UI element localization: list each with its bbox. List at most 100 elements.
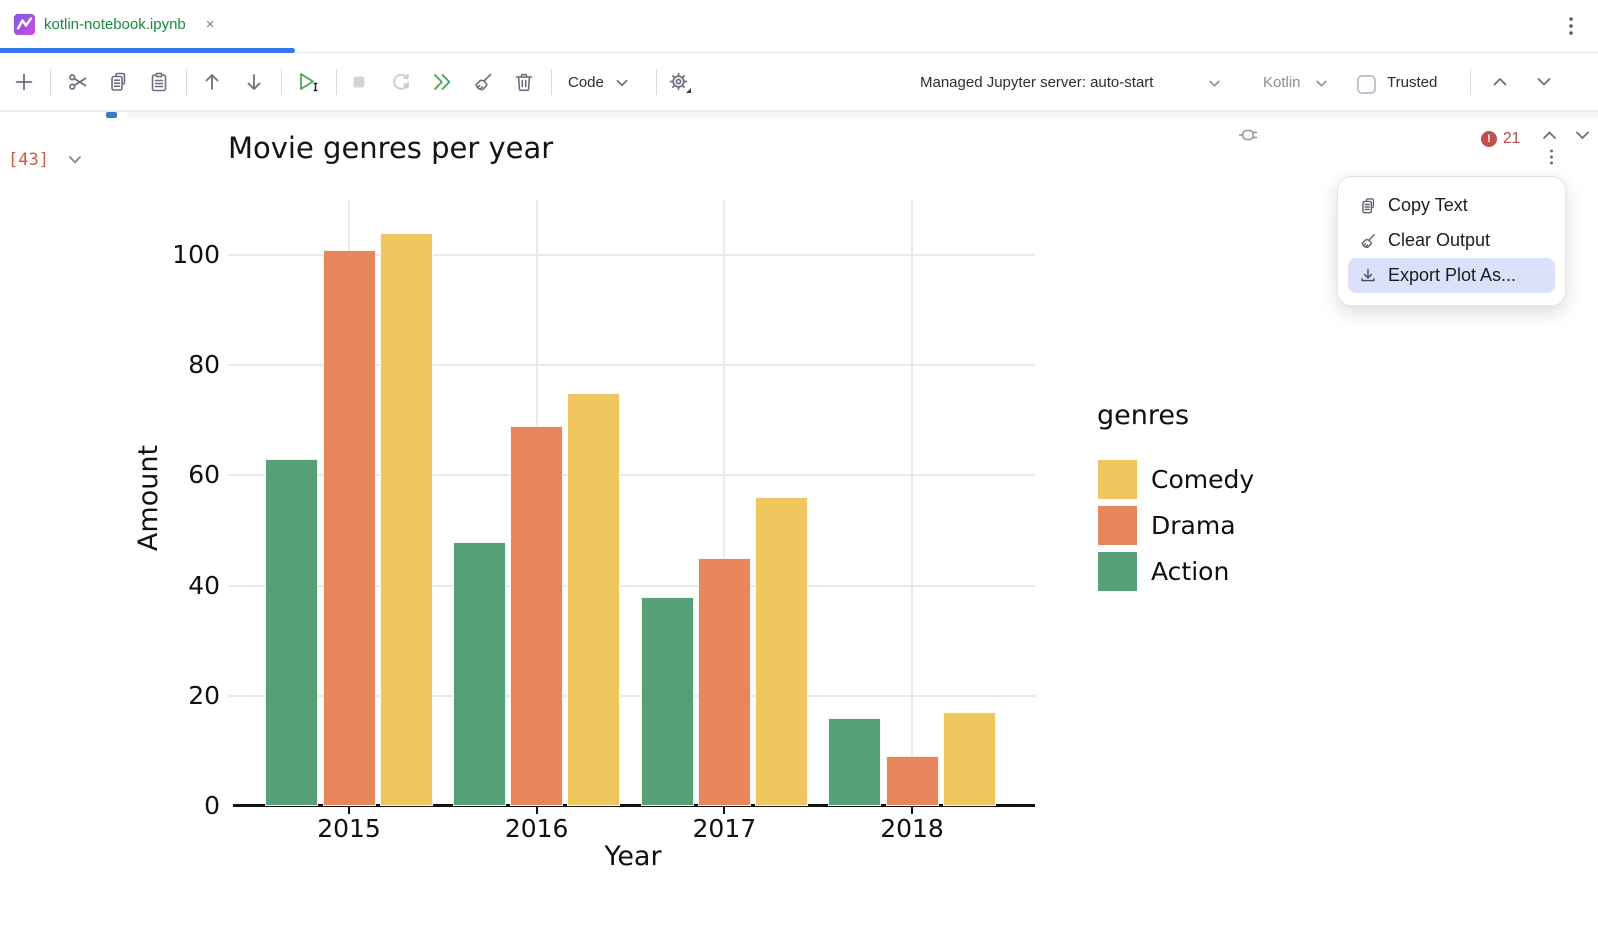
menu-item-label: Export Plot As... [1388, 265, 1517, 285]
bar-drama-2017 [697, 558, 751, 806]
menu-item-export-plot-as[interactable]: Export Plot As... [1348, 258, 1555, 293]
gridline [228, 584, 1035, 587]
x-axis-line [233, 804, 1035, 807]
bar-comedy-2016 [567, 392, 621, 806]
legend-swatch [1098, 506, 1137, 545]
legend-swatch [1098, 552, 1137, 591]
notebook-file-icon [14, 14, 35, 35]
x-tick-mark [535, 806, 538, 814]
x-tick-mark [348, 806, 350, 814]
chevron-down-icon[interactable] [1208, 79, 1221, 88]
bar-action-2016 [452, 541, 506, 806]
y-axis-title: Amount [133, 444, 164, 552]
tab-title: kotlin-notebook.ipynb [44, 16, 186, 33]
restart-kernel-button[interactable] [387, 68, 415, 96]
move-cell-down-button[interactable] [240, 68, 268, 96]
cell-divider-band [127, 112, 1598, 118]
legend-label: Comedy [1151, 465, 1255, 494]
bar-drama-2015 [322, 249, 376, 806]
x-tick-mark [911, 806, 913, 814]
tab-close-icon[interactable]: × [205, 16, 215, 33]
gridline [228, 254, 1035, 257]
window-more-icon[interactable] [1560, 14, 1582, 38]
x-tick-label: 2018 [880, 814, 944, 843]
bar-action-2017 [640, 596, 694, 806]
scroll-output-down-icon[interactable] [1574, 130, 1591, 141]
y-tick-label: 80 [188, 350, 220, 380]
menu-item-clear-output[interactable]: Clear Output [1348, 223, 1555, 258]
toolbar-separator [336, 69, 337, 95]
y-tick-label: 60 [188, 460, 220, 490]
legend-label: Drama [1151, 511, 1236, 540]
active-tab-indicator [0, 48, 295, 53]
error-count: 21 [1503, 130, 1521, 147]
toolbar-separator [656, 69, 657, 95]
gridline [911, 200, 913, 806]
chevron-down-icon[interactable] [615, 78, 629, 88]
run-cell-select-below-button[interactable] [294, 68, 322, 96]
legend-item-comedy: Comedy [1098, 460, 1254, 499]
x-tick-label: 2015 [317, 814, 381, 843]
x-tick-label: 2016 [504, 814, 569, 843]
toolbar-separator [186, 69, 187, 95]
scroll-output-up-icon[interactable] [1541, 130, 1558, 141]
output-more-icon[interactable] [1546, 147, 1556, 167]
legend-label: Action [1151, 557, 1230, 586]
paste-cell-button[interactable] [145, 68, 173, 96]
cell-scroll-marker [106, 112, 117, 118]
collapse-output-icon[interactable] [66, 154, 84, 166]
cell-type-dropdown[interactable]: Code [568, 74, 604, 91]
move-cell-up-button[interactable] [198, 68, 226, 96]
broom-icon [1357, 230, 1379, 252]
bar-comedy-2018 [942, 712, 996, 806]
bar-drama-2016 [510, 425, 564, 806]
kernel-plug-icon [1238, 129, 1258, 141]
clear-outputs-button[interactable] [469, 68, 497, 96]
bar-comedy-2015 [379, 233, 433, 806]
gridline [228, 694, 1035, 697]
legend-item-drama: Drama [1098, 506, 1236, 545]
tab-kotlin-notebook[interactable]: kotlin-notebook.ipynb × [0, 0, 235, 49]
run-all-cells-button[interactable] [428, 68, 456, 96]
kernel-selector[interactable]: Kotlin [1263, 74, 1301, 91]
chevron-down-icon[interactable] [1315, 79, 1328, 88]
trusted-label: Trusted [1387, 74, 1438, 91]
y-tick-label: 20 [188, 680, 220, 710]
download-icon [1357, 265, 1379, 287]
x-tick-label: 2017 [692, 814, 757, 843]
gridline [228, 364, 1035, 367]
toolbar-separator [281, 69, 282, 95]
stop-kernel-button[interactable] [345, 68, 373, 96]
y-tick-label: 100 [172, 240, 220, 270]
copy-cell-button[interactable] [104, 68, 132, 96]
tab-bar: kotlin-notebook.ipynb × [0, 0, 1598, 53]
previous-cell-button[interactable] [1486, 68, 1514, 96]
gridline [228, 474, 1035, 477]
bar-action-2015 [265, 458, 319, 806]
notebook-toolbar: Code Managed Jupyter server: auto-start … [0, 53, 1598, 141]
toolbar-separator [1470, 69, 1471, 95]
cell-divider [0, 111, 1598, 112]
copy-icon [1357, 195, 1379, 217]
delete-cell-button[interactable] [510, 68, 538, 96]
jupyter-server-selector[interactable]: Managed Jupyter server: auto-start [920, 74, 1154, 91]
menu-item-copy-text[interactable]: Copy Text [1348, 188, 1555, 223]
add-cell-button[interactable] [10, 68, 38, 96]
y-tick-label: 40 [188, 570, 220, 600]
toolbar-separator [551, 69, 552, 95]
x-axis-title: Year [604, 841, 662, 872]
bar-action-2018 [828, 717, 882, 806]
legend-title: genres [1097, 400, 1190, 431]
output-context-menu: Copy Text Clear Output Export Plot As... [1337, 176, 1566, 306]
trusted-checkbox[interactable] [1357, 75, 1376, 94]
x-tick-mark [723, 806, 726, 814]
toolbar-separator [50, 69, 51, 95]
next-cell-button[interactable] [1530, 68, 1558, 96]
gridline [723, 200, 726, 806]
legend-item-action: Action [1098, 552, 1229, 591]
error-badge-icon: ! [1481, 131, 1497, 147]
chart-title: Movie genres per year [228, 131, 554, 165]
notebook-settings-button[interactable] [665, 68, 693, 96]
cut-cell-button[interactable] [64, 68, 92, 96]
